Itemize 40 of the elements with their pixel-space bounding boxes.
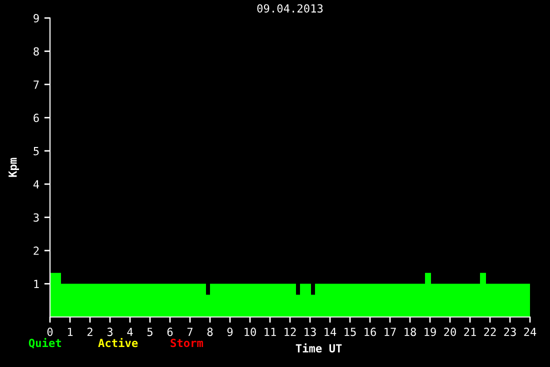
x-tick-label: 8 [207,328,213,336]
y-tick-label: 6 [34,114,39,122]
x-tick-label: 14 [324,328,336,336]
x-tick-label: 11 [264,328,276,336]
x-tick-label: 24 [524,328,536,336]
x-tick-label: 17 [384,328,396,336]
x-tick-label: 3 [107,328,113,336]
x-tick-label: 21 [464,328,476,336]
y-tick-label: 1 [34,280,39,288]
x-tick-label: 7 [187,328,193,336]
x-tick-label: 5 [147,328,152,336]
x-tick-label: 6 [167,328,173,336]
x-tick-label: 20 [444,328,456,336]
series-label: Quiet [28,338,61,348]
x-tick-label: 13 [304,328,316,336]
x-tick-label: 15 [344,328,356,336]
y-tick-label: 5 [34,147,39,156]
x-tick-label: 12 [284,328,296,336]
x-tick-label: 1 [68,328,73,336]
x-tick-label: 10 [244,328,256,336]
x-tick-label: 16 [364,328,376,336]
chart-title: 09.04.2013 [257,4,323,13]
y-tick-label: 7 [34,80,39,89]
x-axis-title: Time UT [296,343,342,353]
x-tick-label: 9 [227,328,233,336]
x-tick-label: 2 [87,328,92,336]
x-tick-label: 0 [47,328,53,336]
y-tick-label: 3 [34,213,39,222]
y-tick-label: 8 [34,47,39,56]
text: Active [98,338,138,348]
x-tick-label: 22 [484,328,496,336]
y-tick-label: 9 [34,14,39,22]
text: Storm [170,338,204,348]
x-tick-label: 18 [404,328,416,336]
y-tick-label: 2 [34,246,39,255]
y-tick-label: 4 [33,180,40,188]
x-tick-label: 23 [504,328,516,336]
x-tick-label: 19 [424,328,436,336]
x-tick-label: 4 [127,328,133,336]
y-axis-title: Kpm [8,158,20,177]
